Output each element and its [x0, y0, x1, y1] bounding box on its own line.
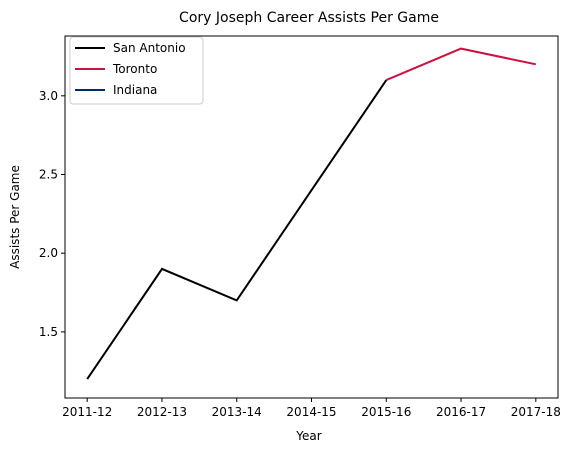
chart-title: Cory Joseph Career Assists Per Game [179, 10, 439, 26]
x-tick-label: 2015-16 [361, 405, 411, 419]
series-line-toronto [385, 47, 537, 82]
y-tick-label: 2.5 [39, 168, 58, 182]
x-axis-label: Year [295, 429, 321, 443]
y-tick-label: 1.5 [39, 325, 58, 339]
x-tick-label: 2012-13 [137, 405, 187, 419]
y-axis: 1.5 2.0 2.5 3.0 [39, 89, 65, 339]
legend-label-indiana: Indiana [113, 83, 157, 97]
x-tick-label: 2014-15 [286, 405, 336, 419]
legend-label-toronto: Toronto [112, 62, 157, 76]
series-line-san-antonio [86, 79, 388, 380]
y-axis-label: Assists Per Game [8, 165, 22, 269]
x-tick-label: 2017-18 [511, 405, 561, 419]
y-tick-label: 3.0 [39, 89, 58, 103]
legend-box [69, 36, 204, 105]
y-tick-label: 2.0 [39, 246, 58, 260]
series-lines [86, 47, 537, 380]
x-tick-label: 2011-12 [62, 405, 112, 419]
x-axis: 2011-12 2012-13 2013-14 2014-15 2015-16 2016-… [62, 398, 561, 419]
legend-label-san-antonio: San Antonio [113, 41, 186, 55]
x-tick-label: 2016-17 [436, 405, 486, 419]
x-tick-label: 2013-14 [212, 405, 262, 419]
legend: San Antonio Toronto Indiana [69, 36, 204, 105]
